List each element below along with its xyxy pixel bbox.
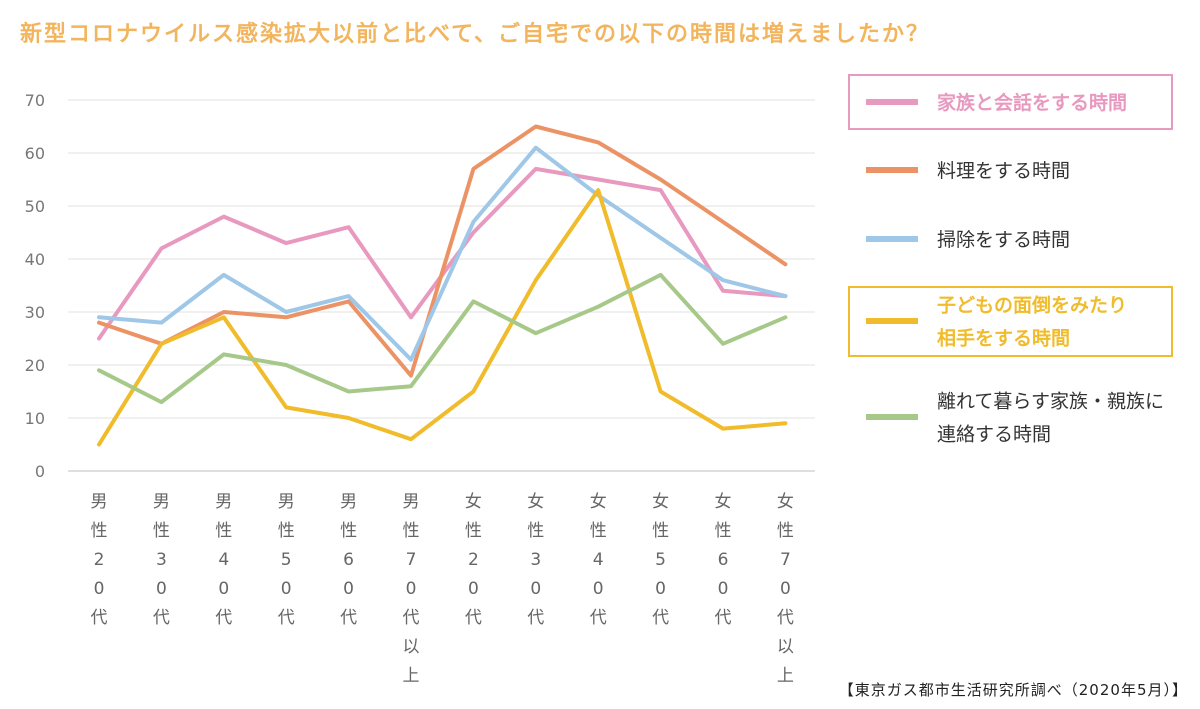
legend-label: 料理をする時間 (937, 160, 1070, 182)
legend-label: 離れて暮らす家族・親族に連絡する時間 (937, 391, 1164, 446)
legend-highlight-box (848, 286, 1173, 357)
x-tick-label: 男性 6 0 代 (340, 492, 357, 628)
x-tick-label: 女性 3 0 代 (527, 492, 544, 628)
x-tick-label: 女性 6 0 代 (715, 492, 732, 628)
series-line (97, 124, 788, 378)
legend: 家族と会話をする時間料理をする時間掃除をする時間子どもの面倒をみたり相手をする時… (848, 74, 1173, 446)
chart-title: 新型コロナウイルス感染拡大以前と比べて、ご自宅での以下の時間は増えましたか？ (20, 22, 931, 47)
y-tick-label: 70 (25, 91, 45, 110)
y-tick-label: 50 (25, 197, 45, 216)
y-tick-label: 0 (35, 462, 45, 481)
series-line (97, 188, 788, 447)
legend-label: 家族と会話をする時間 (937, 91, 1127, 114)
source-note: 【東京ガス都市生活研究所調べ（2020年5月）】 (838, 681, 1188, 699)
x-tick-label: 男性 7 0 代以上 (403, 492, 420, 686)
x-tick-label: 男性 3 0 代 (153, 492, 170, 628)
y-axis: 0 10 20 30 40 50 60 70 (25, 91, 45, 481)
x-tick-label: 女性 7 0 代以上 (777, 492, 794, 686)
x-tick-label: 男性 5 0 代 (278, 492, 295, 628)
legend-label: 掃除をする時間 (937, 229, 1070, 251)
y-tick-label: 60 (25, 144, 45, 163)
x-tick-label: 男性 4 0 代 (215, 492, 232, 628)
x-tick-label: 男性 2 0 代 (91, 492, 108, 628)
y-tick-label: 40 (25, 250, 45, 269)
legend-highlight-box (848, 74, 1173, 130)
x-tick-label: 女性 5 0 代 (652, 492, 669, 628)
x-axis: 男性 2 0 代 男性 3 0 代 男性 4 0 代 男性 5 0 代 男性 6 0 代 男性 7 0 代以上 女性 2 0 代 女性 3… (91, 492, 794, 686)
y-tick-label: 20 (25, 356, 45, 375)
x-tick-label: 女性 4 0 代 (590, 492, 607, 628)
legend-label: 子どもの面倒をみたり相手をする時間 (937, 294, 1127, 350)
x-tick-label: 女性 2 0 代 (465, 492, 482, 628)
series-lines (97, 124, 788, 447)
series-line (97, 272, 788, 405)
y-tick-label: 30 (25, 303, 45, 322)
y-tick-label: 10 (25, 409, 45, 428)
series-line (97, 145, 788, 362)
